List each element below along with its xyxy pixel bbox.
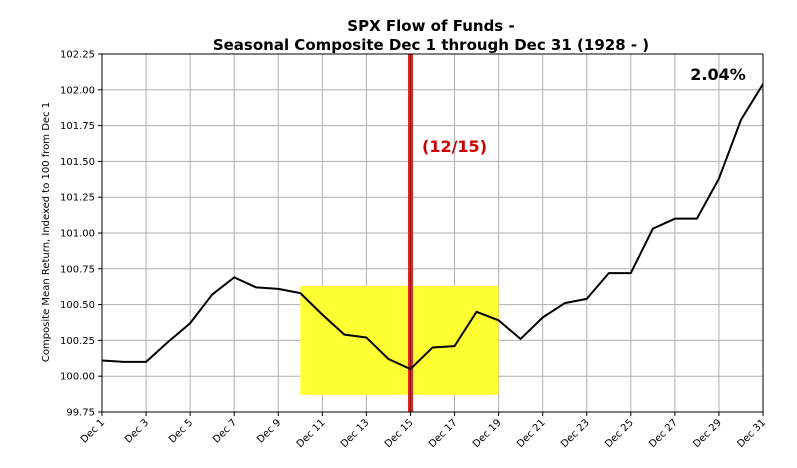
y-tick-label: 100.00	[60, 372, 95, 383]
x-tick-label: Dec 25	[603, 417, 636, 450]
y-tick-label: 99.75	[66, 408, 95, 419]
y-tick-label: 100.50	[60, 300, 95, 311]
x-tick-label: Dec 15	[383, 417, 416, 450]
x-tick-label: Dec 1	[79, 417, 107, 445]
vertical-marker-line	[407, 54, 413, 412]
x-tick-label: Dec 21	[515, 417, 548, 450]
y-tick-label: 101.50	[60, 157, 95, 168]
y-tick-label: 100.25	[60, 336, 95, 347]
x-tick-label: Dec 11	[295, 417, 328, 450]
x-axis-ticks: Dec 1 Dec 3 Dec 5 Dec 7 Dec 9 Dec 11 Dec 13 Dec…	[79, 412, 768, 450]
series-line	[101, 83, 764, 371]
highlight-region	[300, 285, 499, 395]
x-tick-label: Dec 27	[647, 417, 680, 450]
vertical-marker-label: (12/15)	[422, 137, 487, 156]
y-tick-label: 101.00	[60, 229, 95, 240]
x-tick-label: Dec 29	[691, 417, 724, 450]
x-tick-label: Dec 19	[471, 417, 504, 450]
chart-title-line-1: SPX Flow of Funds -	[347, 17, 514, 35]
x-tick-label: Dec 3	[123, 417, 151, 445]
x-tick-label: Dec 17	[427, 417, 460, 450]
x-tick-label: Dec 7	[211, 417, 239, 445]
y-axis-label: Composite Mean Return, Indexed to 100 fr…	[41, 102, 52, 362]
y-tick-label: 102.25	[60, 50, 95, 61]
x-tick-label: Dec 5	[167, 417, 195, 445]
y-tick-label: 100.75	[60, 264, 95, 275]
y-tick-label: 101.25	[60, 193, 95, 204]
x-tick-label: Dec 23	[559, 417, 592, 450]
x-tick-label: Dec 9	[255, 417, 283, 445]
y-tick-label: 101.75	[60, 121, 95, 132]
chart-title-line-2: Seasonal Composite Dec 1 through Dec 31 …	[213, 36, 649, 54]
x-tick-label: Dec 31	[735, 417, 768, 450]
return-annotation: 2.04%	[690, 65, 746, 84]
y-axis-ticks: 99.75 100.00 100.25 100.50 100.75 101.00 101.2…	[60, 50, 102, 419]
y-tick-label: 102.00	[60, 85, 95, 96]
x-tick-label: Dec 13	[339, 417, 372, 450]
